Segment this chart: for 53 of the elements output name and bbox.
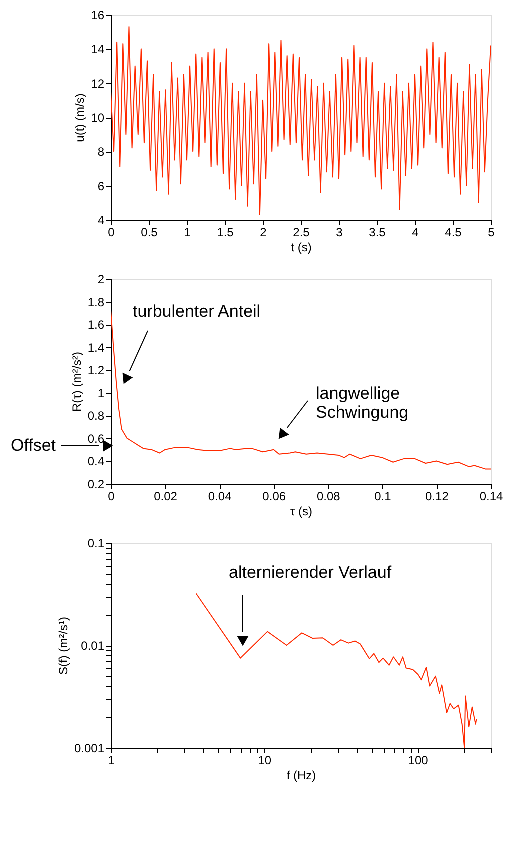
x-axis-title: t (s)	[291, 240, 312, 254]
x-tick-label: 100	[408, 754, 429, 768]
y-tick-label: 0.2	[88, 478, 105, 492]
x-axis-title: τ (s)	[290, 504, 313, 518]
x-tick-label: 5	[488, 226, 496, 240]
x-tick-label: 0	[108, 490, 116, 504]
y-tick-label: 0.01	[81, 639, 105, 653]
x-tick-label: 0.08	[316, 490, 341, 504]
text: Offset	[10, 436, 56, 455]
x-tick-label: 3.5	[369, 226, 386, 240]
y-axis-title: u(t) (m/s)	[73, 94, 88, 142]
y-tick-label: 0.001	[74, 742, 105, 756]
x-tick-label: 0	[108, 226, 116, 240]
x-tick-label: 2.5	[293, 226, 310, 240]
y-axis-title: S(f) (m²/s¹)	[56, 617, 70, 675]
y-tick-label: 4	[98, 214, 105, 228]
y-tick-label: 12	[91, 76, 105, 91]
y-tick-label: 0.1	[88, 536, 105, 550]
x-tick-label: 1	[108, 754, 116, 768]
x-tick-label: 0.06	[262, 490, 286, 504]
y-tick-label: 10	[91, 111, 105, 125]
x-axis-title: f (Hz)	[286, 768, 316, 782]
x-tick-label: 0.12	[426, 490, 450, 504]
y-tick-label: 2	[98, 272, 105, 286]
y-tick-label: 1.2	[88, 364, 105, 378]
y-tick-label: 16	[91, 8, 105, 22]
y-tick-label: 14	[91, 42, 105, 57]
annotation: alternierender Verlauf	[229, 563, 392, 582]
x-tick-label: 2	[260, 226, 268, 240]
x-tick-label: 4	[412, 226, 420, 240]
y-axis-title: R(τ) (m²/s²)	[70, 352, 84, 412]
annotation: turbulenter Anteil	[133, 302, 261, 321]
x-tick-label: 0.1	[374, 490, 392, 504]
y-tick-label: 8	[98, 145, 105, 160]
annotation: langwellige Schwingung	[316, 384, 409, 422]
x-tick-label: 0.5	[141, 226, 158, 240]
y-tick-label: 1	[98, 386, 105, 400]
y-tick-label: 1.6	[88, 318, 105, 332]
x-tick-label: 4.5	[445, 226, 462, 240]
y-tick-label: 0.4	[88, 454, 105, 469]
x-tick-label: 0.02	[154, 490, 178, 504]
y-tick-label: 0.6	[88, 432, 105, 446]
x-tick-label: 0.14	[480, 490, 504, 504]
y-tick-label: 1.8	[88, 295, 105, 310]
y-tick-label: 6	[98, 179, 105, 194]
y-tick-label: 0.8	[88, 409, 105, 424]
y-tick-label: 1.4	[88, 340, 105, 355]
x-tick-label: 10	[258, 754, 272, 768]
line-series	[111, 26, 491, 216]
x-tick-label: 1.5	[217, 226, 234, 240]
x-tick-label: 0.04	[208, 490, 232, 504]
x-tick-label: 1	[184, 226, 192, 240]
x-tick-label: 3	[336, 226, 344, 240]
